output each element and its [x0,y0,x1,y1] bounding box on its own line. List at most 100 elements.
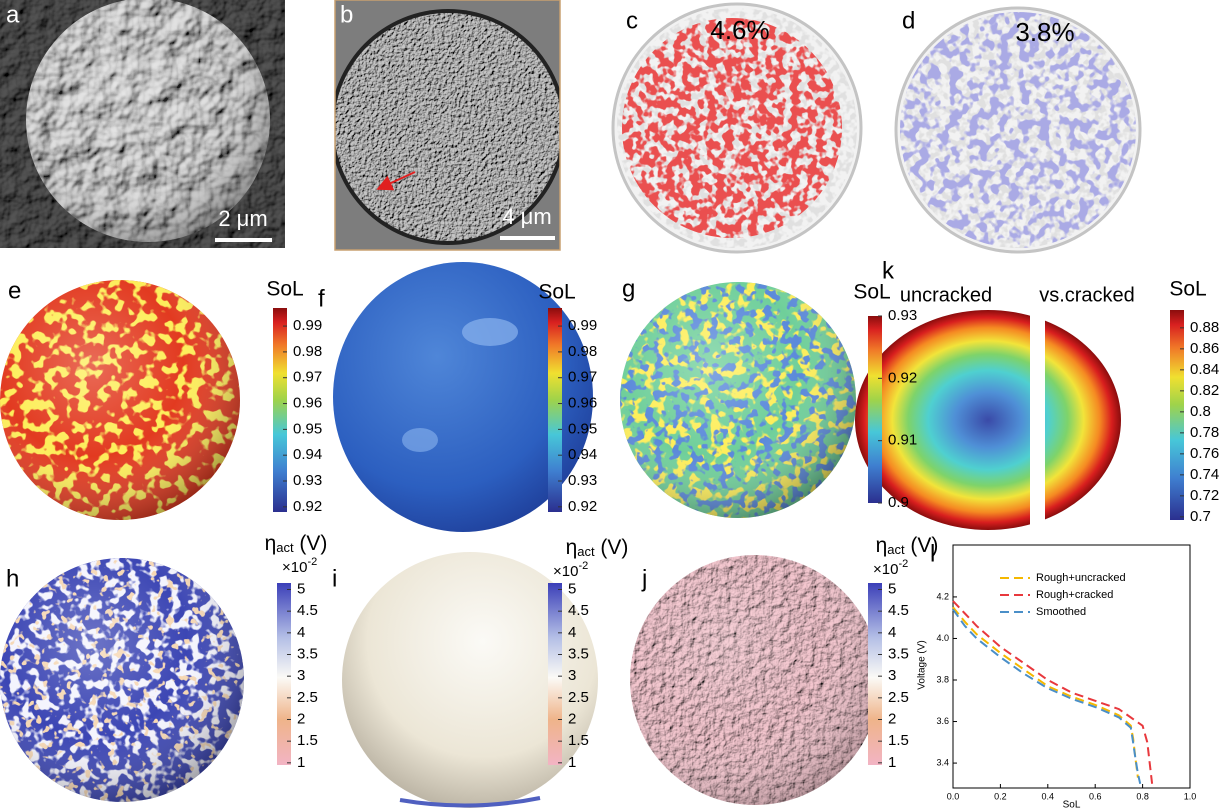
series-line [952,600,1154,784]
y-tick-label: 3.6 [936,716,949,726]
colorbar-tick-label: 0.72 [1190,487,1219,504]
title-part: (V) [595,536,629,559]
legend-label: Rough+cracked [1036,589,1113,601]
colorbar-title: SoL [266,278,303,301]
title-part: η [265,532,277,555]
title-part: act [577,544,595,559]
colorbar-title: SoL [853,281,890,304]
colorbar-tick-label: 4.5 [888,602,909,619]
colorbar-tick-label: 3.5 [297,645,318,662]
eta-sphere-j [630,555,880,805]
eta-sphere-h [0,558,244,802]
colorbar-tick-label: 0.93 [568,472,597,489]
sol-sphere-g [620,282,856,518]
colorbar-tick-label: 3 [888,667,896,684]
colorbar-tick-label: 5 [297,580,305,597]
title-part: act [276,540,294,555]
colorbar-tick-label: 0.92 [568,498,597,515]
colorbar-multiplier: ×10-2 [873,558,908,578]
sol-sphere-e [0,280,240,520]
x-tick-label: 1.0 [1184,791,1197,801]
colorbar [277,583,291,765]
y-axis-label: Voltage (V) [917,640,928,689]
colorbar-tick-label: 0.9 [888,494,909,511]
y-tick-label: 4.2 [936,591,949,601]
panel-label: k [882,257,895,284]
colorbar-tick-label: 2 [888,710,896,727]
multiplier-base: ×10 [282,559,307,576]
x-tick-label: 0.0 [947,791,960,801]
colorbar-tick-label: 1.5 [297,732,318,749]
colorbar-tick-label: 0.76 [1190,445,1219,462]
colorbar-tick-label: 0.86 [1190,340,1219,357]
title-part: η [876,534,888,557]
k-title: uncracked [900,284,992,306]
panel-label: a [6,1,20,28]
colorbar-tick-label: 0.97 [568,369,597,386]
sol-section-k [855,300,1121,540]
title-part: (V) [905,534,939,557]
colorbar-tick-label: 2.5 [568,689,589,706]
multiplier-exp: -2 [307,556,317,568]
panel-label: b [340,1,353,28]
colorbar-tick-label: 2.5 [888,689,909,706]
colorbar-tick-label: 0.93 [888,307,917,324]
colorbar-tick-label: 0.97 [293,369,322,386]
x-axis-label: SoL [1063,800,1081,808]
colorbar-tick-label: 3 [568,667,576,684]
crack-render-c [611,2,863,254]
colorbar-tick-label: 0.84 [1190,361,1219,378]
fraction-label: 3.8% [1015,17,1074,47]
legend-label: Rough+uncracked [1036,572,1126,584]
series-line [952,606,1139,778]
fraction-label: 4.6% [710,15,769,45]
colorbar-tick-label: 0.8 [1190,403,1211,420]
frame [334,0,561,251]
colorbar-tick-label: 0.98 [568,343,597,360]
x-tick-label: 0.2 [994,791,1007,801]
colorbar-title: ηact (V) [566,536,629,560]
panel-label: f [318,285,325,312]
colorbar-tick-label: 0.7 [1190,508,1211,525]
panel-label: j [641,565,647,592]
multiplier-base: ×10 [873,561,898,578]
colorbar-tick-label: 0.92 [888,369,917,386]
panel-label: e [8,277,21,304]
colorbar-tick-label: 0.96 [293,395,322,412]
colorbar-tick-label: 0.78 [1190,424,1219,441]
colorbar-tick-label: 0.94 [568,446,597,463]
x-tick-label: 0.6 [1089,791,1102,801]
plot-frame [952,544,1191,789]
colorbar-tick-label: 4.5 [568,602,589,619]
colorbar-tick-label: 0.94 [293,446,322,463]
colorbar-tick-label: 0.95 [568,420,597,437]
scale-bar-label: 2 μm [218,206,267,231]
colorbar-tick-label: 0.93 [293,472,322,489]
panel-label: h [6,565,19,592]
colorbar [868,316,882,503]
title-part: act [887,542,905,557]
colorbar-tick-label: 3 [297,667,305,684]
colorbar-multiplier: ×10-2 [282,556,317,576]
multiplier-base: ×10 [553,563,578,580]
panel-label: l [930,540,935,567]
x-tick-label: 0.4 [1042,791,1055,801]
k-title: vs.cracked [1039,284,1135,306]
colorbar-tick-label: 0.96 [568,395,597,412]
multiplier-exp: -2 [578,560,588,572]
sol-sphere-f [333,262,593,532]
colorbar-tick-label: 0.88 [1190,319,1219,336]
multiplier-exp: -2 [898,558,908,570]
panel-label: c [626,7,638,34]
colorbar-tick-label: 0.99 [568,317,597,334]
panel-label: g [622,275,635,302]
colorbar [548,308,562,512]
y-tick-label: 3.8 [936,674,949,684]
colorbar-tick-label: 0.91 [888,432,917,449]
colorbar [273,308,287,512]
colorbar [1170,310,1184,520]
colorbar-tick-label: 4 [297,624,305,641]
colorbar-tick-label: 1.5 [888,732,909,749]
colorbar-tick-label: 1.5 [568,732,589,749]
colorbar [548,583,562,765]
